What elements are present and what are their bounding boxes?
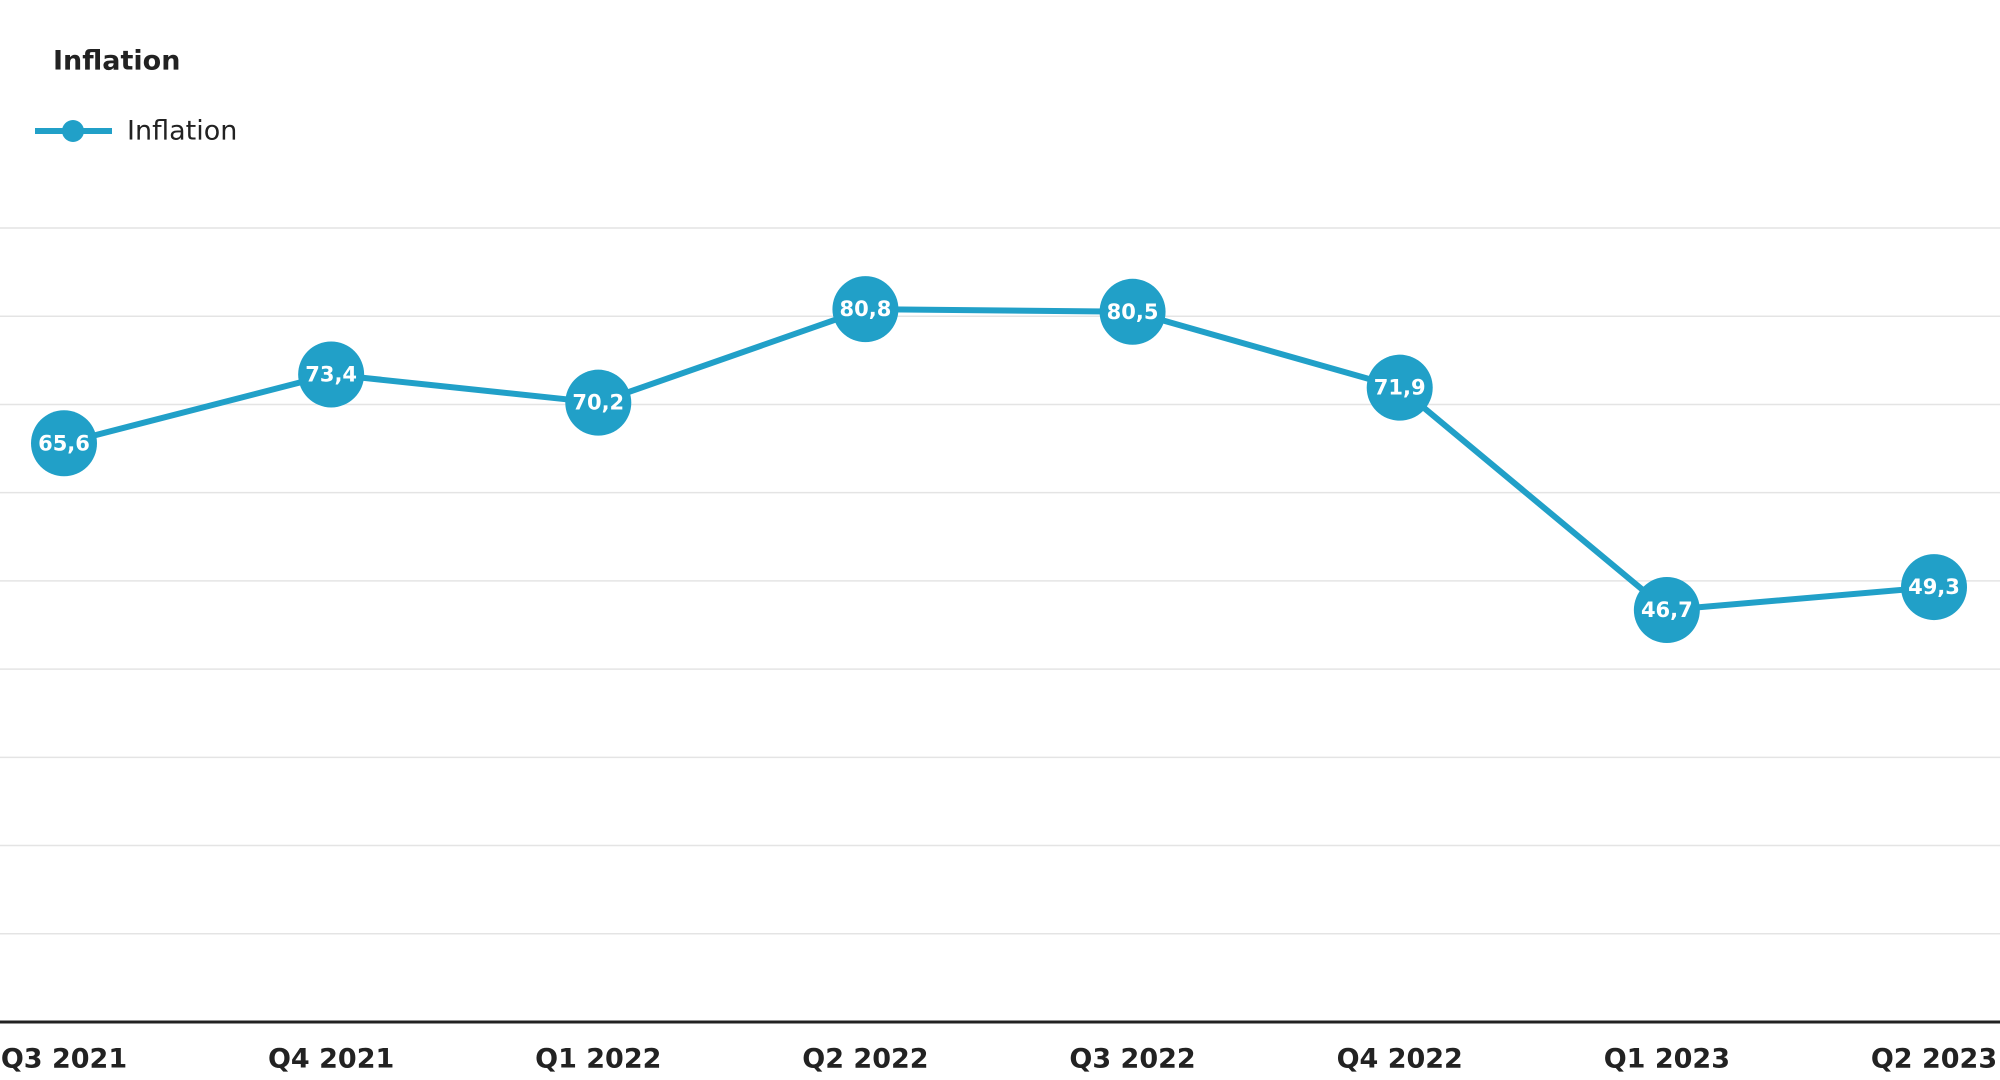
x-tick-label: Q4 2022 [1337,1044,1463,1075]
x-tick-label: Q2 2022 [802,1044,928,1075]
point [1633,577,1700,644]
point [298,341,365,408]
x-tick-label: Q1 2023 [1604,1044,1730,1075]
data-label: 80,5 [1107,300,1159,324]
point [565,369,632,436]
line [63,306,1935,614]
point [832,276,899,343]
x-tick-label: Q3 2022 [1069,1044,1195,1075]
data-label: 71,9 [1374,376,1426,400]
legend-marker [62,120,84,142]
data-label: 73,4 [305,362,357,386]
point [1366,354,1433,421]
data-label: 46,7 [1641,598,1693,622]
data-label: 65,6 [38,431,90,455]
chart-title: Inflation [53,46,180,77]
point [1099,278,1166,345]
data-label: 70,2 [572,391,624,415]
point [31,410,97,477]
data-label: 49,3 [1908,575,1960,599]
legend-label: Inflation [127,116,237,147]
x-tick-label: Q3 2021 [1,1044,127,1075]
x-tick-label: Q4 2021 [268,1044,394,1075]
x-tick-label: Q2 2023 [1871,1044,1997,1075]
x-tick-label: Q1 2022 [535,1044,661,1075]
data-label: 80,8 [840,297,892,321]
point [1901,554,1967,621]
